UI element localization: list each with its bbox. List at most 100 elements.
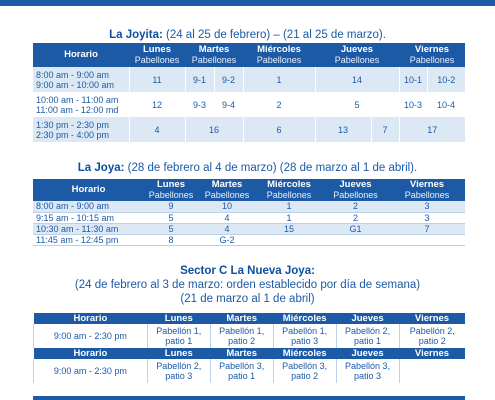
section2-title-dates: (28 de febrero al 4 de marzo) (28 de mar… [124, 162, 418, 174]
header-viernes-label: Viernes [414, 44, 450, 55]
cell-viernes-b: 10-2 [426, 67, 465, 92]
table-row: 11:45 am - 12:45 pm 8 G-2 [33, 234, 465, 246]
time-cell: 9:00 am - 2:30 pm [33, 359, 148, 383]
table-row: 1:30 pm - 2:30 pm 2:30 pm - 4:00 pm 4 16 … [33, 117, 465, 142]
cell-jueves-a: 13 [314, 117, 371, 142]
header-lunes: Lunes Pabellones [129, 43, 185, 67]
time-line: 11:00 am - 12:00 md [36, 104, 119, 115]
cell-line: Pabellón 3, [345, 361, 391, 371]
cell-line: Pabellón 2, [345, 326, 391, 336]
cell-line: patio 1 [228, 371, 256, 381]
cell-viernes-b: 10-4 [427, 92, 465, 117]
section3-subtitle-2: (21 de marzo al 1 de abril) [180, 293, 315, 305]
header-martes: Martes Pabellones [185, 43, 243, 67]
cell-lunes: 11 [128, 67, 185, 92]
header-martes: Martes [210, 348, 274, 359]
cell-line: Pabellón 3, [282, 361, 328, 371]
section3-subtitle-1: (24 de febrero al 3 de marzo: orden esta… [74, 279, 421, 291]
time-line: 9:00 am - 10:00 am [36, 79, 115, 90]
cell-lunes: 8 [144, 234, 198, 246]
cell-miercoles: 15 [256, 223, 322, 235]
section1-title-bold: La Joyita: [109, 29, 163, 41]
cell-viernes: 17 [398, 117, 465, 142]
time-line: 1:30 pm - 2:30 pm [36, 119, 110, 130]
header-martes: Martes Pabellones [198, 179, 256, 201]
top-accent-gap [0, 6, 495, 9]
cell-lunes: 12 [129, 92, 185, 117]
header-viernes: Viernes [399, 313, 465, 324]
header-horario: Horario [33, 348, 148, 359]
time-cell: 10:00 am - 11:00 am 11:00 am - 12:00 md [33, 92, 129, 117]
header-jueves: Jueves [336, 313, 400, 324]
cell-line: patio 3 [291, 336, 319, 346]
time-cell: 8:00 am - 9:00 am [33, 201, 144, 213]
cell-martes: 4 [198, 212, 256, 224]
header-jueves: Jueves Pabellones [315, 43, 399, 67]
section1-title: La Joyita: (24 al 25 de febrero) – (21 a… [0, 29, 495, 41]
cell-line: Pabellón 1, [282, 326, 328, 336]
bottom-accent-bar [33, 396, 465, 400]
time-cell: 1:30 pm - 2:30 pm 2:30 pm - 4:00 pm [33, 117, 129, 142]
cell-miercoles: 1 [242, 67, 315, 92]
cell-martes-b: 9-2 [213, 67, 243, 92]
header-lunes-sub: Pabellones [134, 55, 180, 65]
cell-viernes: Pabellón 2, patio 2 [398, 324, 465, 348]
cell-martes: 16 [184, 117, 243, 142]
header-martes-label: Martes [198, 44, 230, 55]
header-jueves: Jueves [336, 348, 400, 359]
header-lunes-sub: Pabellones [148, 190, 194, 200]
cell-viernes-a: 10-1 [398, 67, 427, 92]
cell-viernes-a: 10-3 [399, 92, 427, 117]
cell-miercoles: Pabellón 1, patio 3 [272, 324, 337, 348]
header-miercoles: Miércoles [273, 313, 337, 324]
time-line: 8:00 am - 9:00 am [36, 69, 110, 80]
header-lunes-label: Lunes [157, 179, 185, 190]
cell-lunes: 9 [144, 201, 198, 213]
time-line: 2:30 pm - 4:00 pm [36, 129, 110, 140]
cell-martes: Pabellón 1, patio 2 [209, 324, 274, 348]
header-jueves-label: Jueves [339, 179, 372, 190]
header-viernes-sub: Pabellones [409, 55, 455, 65]
cell-line: patio 2 [418, 336, 446, 346]
header-lunes: Lunes Pabellones [144, 179, 198, 201]
cell-jueves: Pabellón 3, patio 3 [335, 359, 400, 383]
time-cell: 8:00 am - 9:00 am 9:00 am - 10:00 am [33, 67, 129, 92]
cell-lunes: Pabellón 1, patio 1 [146, 324, 211, 348]
cell-line: Pabellón 2, [156, 361, 202, 371]
cell-martes: 4 [198, 223, 256, 235]
section3-header-row-2: Horario Lunes Martes Miércoles Jueves Vi… [33, 348, 465, 359]
table-row: 10:00 am - 11:00 am 11:00 am - 12:00 md 1… [33, 92, 465, 117]
header-martes: Martes [210, 313, 274, 324]
section2-table: Horario Lunes Pabellones Martes Pabellones… [33, 179, 465, 246]
cell-martes: G-2 [198, 234, 256, 246]
time-cell: 9:15 am - 10:15 am [33, 212, 144, 224]
header-martes-sub: Pabellones [204, 190, 250, 200]
cell-jueves: 2 [322, 212, 389, 224]
cell-miercoles: 6 [242, 117, 315, 142]
cell-martes-b: 9-4 [214, 92, 243, 117]
section1-table: Horario Lunes Pabellones Martes Pabellones… [33, 43, 465, 142]
cell-viernes: 3 [389, 212, 465, 224]
header-miercoles: Miércoles Pabellones [243, 43, 315, 67]
header-jueves-label: Jueves [340, 44, 374, 55]
cell-line: patio 3 [354, 371, 382, 381]
table-row: 9:15 am - 10:15 am 5 4 1 2 3 [33, 212, 465, 224]
cell-lunes: Pabellón 2, patio 3 [146, 359, 211, 383]
table-row: 10:30 am - 11:30 am 5 4 15 G1 7 [33, 223, 465, 235]
header-viernes-sub: Pabellones [404, 190, 450, 200]
header-martes-label: Martes [211, 179, 243, 190]
section1-title-dates: (24 al 25 de febrero) – (21 al 25 de mar… [162, 29, 386, 41]
cell-line: patio 3 [165, 371, 193, 381]
cell-jueves [322, 234, 389, 246]
section3-header-row: Horario Lunes Martes Miércoles Jueves Vi… [33, 313, 465, 324]
header-viernes: Viernes Pabellones [389, 179, 465, 201]
section3-table: Horario Lunes Martes Miércoles Jueves Vi… [33, 313, 465, 383]
header-lunes-label: Lunes [143, 44, 171, 55]
cell-line: Pabellón 2, [409, 326, 455, 336]
header-miercoles-label: Miércoles [257, 44, 301, 55]
cell-jueves: G1 [322, 223, 389, 235]
table-row: 8:00 am - 9:00 am 9 10 1 2 3 [33, 201, 465, 213]
cell-miercoles [256, 234, 322, 246]
header-horario: Horario [33, 43, 129, 67]
cell-jueves-b: 7 [370, 117, 399, 142]
